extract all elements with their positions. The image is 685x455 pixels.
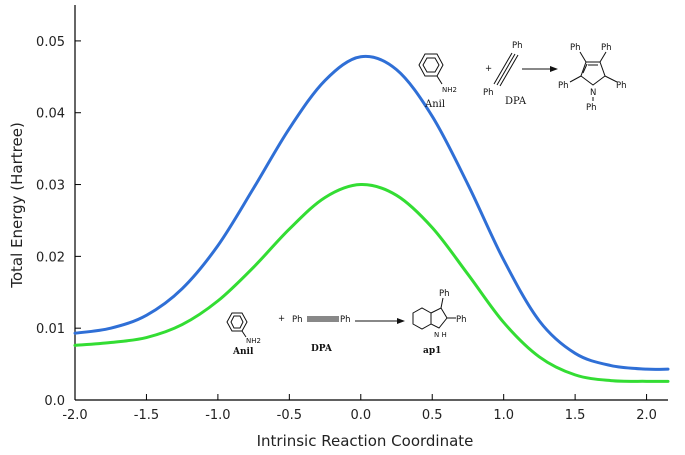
y-tick-label: 0.03 <box>36 179 65 194</box>
x-tick-label: 0.0 <box>350 408 371 423</box>
y-tick-label: 0.05 <box>36 35 65 50</box>
series-line-1 <box>73 54 670 371</box>
ap1-name-label: ap1 <box>423 346 441 356</box>
indole-nh-label: N H <box>434 331 447 339</box>
x-tick-label: -0.5 <box>277 408 302 423</box>
pyrrole-ph-5: Ph <box>586 103 597 113</box>
x-tick-label: -2.0 <box>62 408 87 423</box>
y-tick-label: 0.01 <box>36 322 65 337</box>
x-tick-label: 1.5 <box>565 408 586 423</box>
dpa-lower-name-label: DPA <box>311 344 333 354</box>
series-layer <box>73 54 670 383</box>
plus-sign-lower: + <box>278 314 285 324</box>
pyrrole-ph-2: Ph <box>601 43 612 53</box>
indole-pyrrole-ring <box>430 307 448 329</box>
series-line-2 <box>73 183 670 383</box>
x-tick-label: 2.0 <box>636 408 657 423</box>
pyrrole-ph-4: Ph <box>616 81 627 91</box>
pyrrole-ring <box>580 61 606 86</box>
y-tick-label: 0.04 <box>36 107 65 122</box>
y-tick-label: 0.0 <box>44 394 65 409</box>
x-tick-label: -1.5 <box>134 408 159 423</box>
dpa-lower-ph-left: Ph <box>292 315 303 325</box>
x-axis-title: Intrinsic Reaction Coordinate <box>257 432 474 450</box>
x-ticks: -2.0 -1.5 -1.0 -0.5 0.0 0.5 1.0 1.5 2.0 <box>62 394 657 423</box>
dpa-ph-top: Ph <box>512 41 523 51</box>
indole-ph-right: Ph <box>456 315 467 325</box>
lower-reaction-scheme: NH2 Anil + Ph Ph DPA Ph Ph N H ap1 <box>226 289 467 357</box>
indole-ph-top: Ph <box>439 289 450 299</box>
y-axis-title: Total Energy (Hartree) <box>8 122 26 289</box>
dpa-ph-bottom: Ph <box>483 88 494 98</box>
y-tick-label: 0.02 <box>36 250 65 265</box>
pyrrole-n-label: N <box>590 88 596 98</box>
aniline-lower-name-label: Anil <box>232 347 254 357</box>
pyrrole-ph-1: Ph <box>570 43 581 53</box>
aniline-name-label: Anil <box>424 99 445 110</box>
y-ticks: 0.0 0.01 0.02 0.03 0.04 0.05 <box>36 35 81 409</box>
indole-benzene-ring <box>412 307 432 330</box>
x-tick-label: 1.0 <box>493 408 514 423</box>
aniline-nh2-label: NH2 <box>442 86 457 94</box>
pyrrole-ph-3: Ph <box>558 81 569 91</box>
aniline-lower-nh2-label: NH2 <box>246 337 261 345</box>
plus-sign: + <box>485 64 492 74</box>
upper-reaction-scheme: NH2 Anil + Ph Ph DPA Ph Ph Ph Ph N Ph <box>418 41 627 113</box>
dpa-lower-ph-right: Ph <box>340 315 351 325</box>
x-tick-label: -1.0 <box>205 408 230 423</box>
x-tick-label: 0.5 <box>422 408 443 423</box>
dpa-name-label: DPA <box>505 96 527 107</box>
